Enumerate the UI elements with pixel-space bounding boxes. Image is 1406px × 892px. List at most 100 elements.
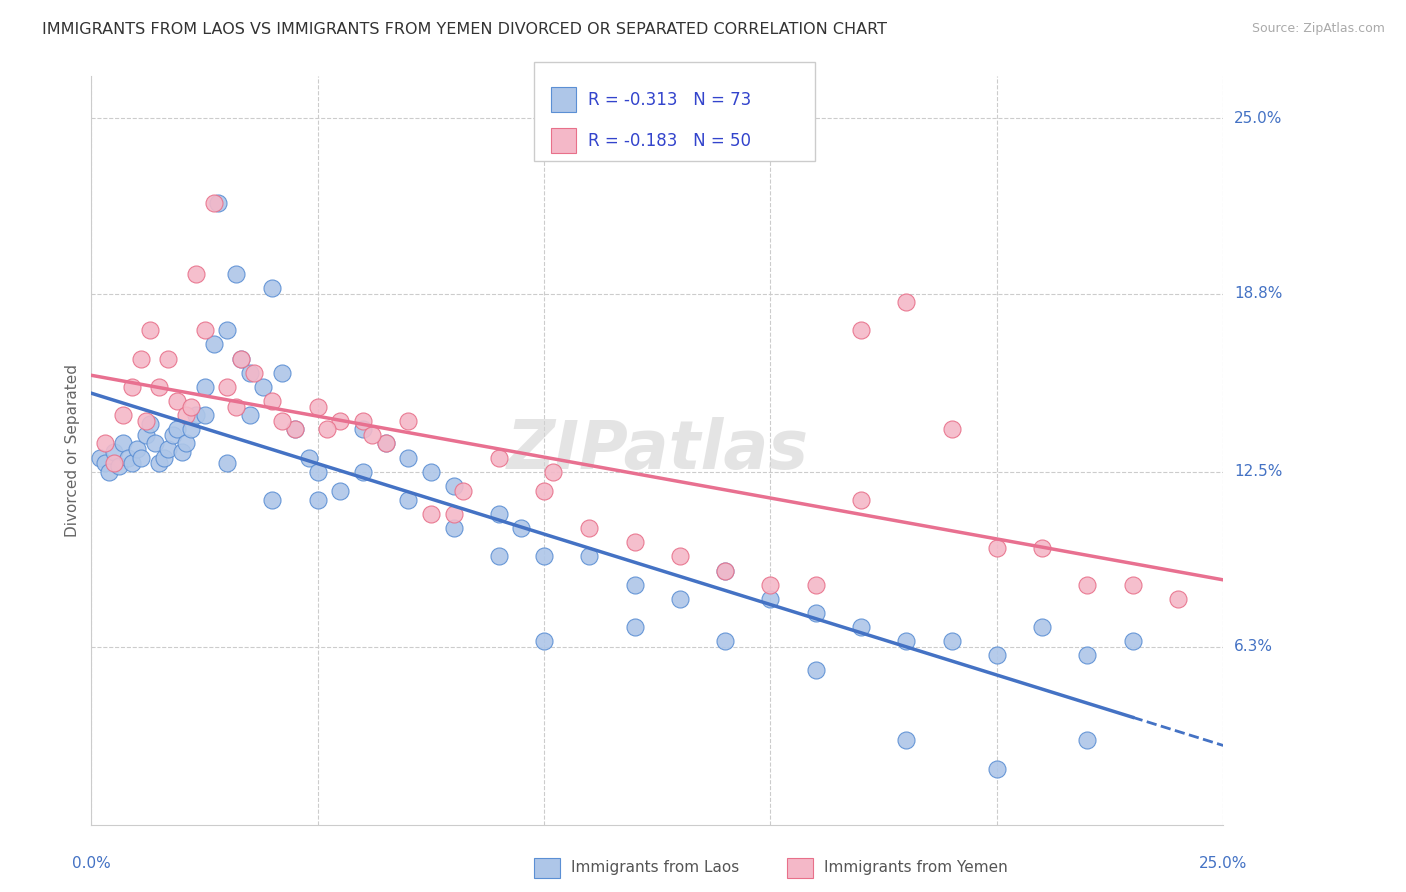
Point — [361, 428, 384, 442]
Point — [153, 450, 176, 465]
Point — [714, 564, 737, 578]
Text: 0.0%: 0.0% — [72, 855, 111, 871]
Point — [217, 380, 239, 394]
Point — [148, 380, 170, 394]
Point — [217, 456, 239, 470]
Text: IMMIGRANTS FROM LAOS VS IMMIGRANTS FROM YEMEN DIVORCED OR SEPARATED CORRELATION : IMMIGRANTS FROM LAOS VS IMMIGRANTS FROM … — [42, 22, 887, 37]
Text: 6.3%: 6.3% — [1234, 640, 1274, 655]
Point — [217, 323, 239, 337]
Point — [202, 196, 225, 211]
Point — [759, 578, 782, 592]
Point — [98, 465, 121, 479]
Point — [148, 456, 170, 470]
Point — [298, 450, 321, 465]
Point — [849, 620, 872, 634]
Point — [157, 442, 180, 456]
Point — [166, 394, 188, 409]
Text: Immigrants from Laos: Immigrants from Laos — [571, 861, 740, 875]
Point — [121, 456, 143, 470]
Text: 25.0%: 25.0% — [1234, 111, 1282, 126]
Point — [623, 535, 645, 549]
Point — [112, 436, 135, 450]
Point — [896, 295, 918, 310]
Point — [184, 267, 207, 281]
Point — [166, 422, 188, 436]
Point — [239, 366, 262, 380]
Text: R = -0.313   N = 73: R = -0.313 N = 73 — [588, 91, 751, 109]
Text: Immigrants from Yemen: Immigrants from Yemen — [824, 861, 1008, 875]
Point — [180, 400, 202, 414]
Point — [669, 549, 692, 564]
Point — [352, 414, 374, 428]
Point — [941, 634, 963, 648]
Point — [1076, 733, 1098, 747]
Point — [1031, 541, 1053, 555]
Point — [157, 351, 180, 366]
Point — [125, 442, 148, 456]
Point — [714, 634, 737, 648]
Point — [94, 436, 117, 450]
Point — [986, 541, 1008, 555]
Point — [103, 456, 125, 470]
Point — [578, 521, 600, 535]
Point — [488, 450, 510, 465]
Point — [329, 484, 352, 499]
Point — [262, 394, 284, 409]
Point — [225, 267, 247, 281]
Point — [374, 436, 396, 450]
Point — [176, 436, 198, 450]
Point — [202, 337, 225, 351]
Point — [107, 458, 129, 473]
Point — [533, 484, 555, 499]
Point — [307, 465, 329, 479]
Point — [329, 414, 352, 428]
Point — [1167, 591, 1189, 606]
Point — [451, 484, 474, 499]
Point — [541, 465, 564, 479]
Point — [229, 351, 252, 366]
Point — [121, 380, 143, 394]
Point — [396, 450, 419, 465]
Point — [1076, 578, 1098, 592]
Point — [307, 400, 329, 414]
Point — [162, 428, 184, 442]
Point — [170, 445, 193, 459]
Point — [759, 591, 782, 606]
Point — [262, 281, 284, 295]
Point — [284, 422, 307, 436]
Point — [307, 492, 329, 507]
Point — [315, 422, 337, 436]
Point — [1122, 634, 1144, 648]
Point — [396, 492, 419, 507]
Point — [94, 456, 117, 470]
Point — [112, 408, 135, 422]
Point — [849, 323, 872, 337]
Point — [352, 422, 374, 436]
Point — [135, 428, 157, 442]
Point — [117, 450, 139, 465]
Point — [578, 549, 600, 564]
Point — [443, 507, 465, 521]
Point — [229, 351, 252, 366]
Text: Source: ZipAtlas.com: Source: ZipAtlas.com — [1251, 22, 1385, 36]
Point — [488, 549, 510, 564]
Point — [89, 450, 111, 465]
Point — [1031, 620, 1053, 634]
Point — [352, 465, 374, 479]
Point — [193, 323, 217, 337]
Text: ZIPatlas: ZIPatlas — [506, 417, 808, 483]
Point — [488, 507, 510, 521]
Point — [139, 323, 162, 337]
Point — [804, 606, 827, 620]
Point — [623, 620, 645, 634]
Text: 12.5%: 12.5% — [1234, 464, 1282, 479]
Point — [1076, 648, 1098, 663]
Point — [207, 196, 229, 211]
Point — [510, 521, 533, 535]
Point — [270, 366, 292, 380]
Point — [270, 414, 292, 428]
Text: 18.8%: 18.8% — [1234, 286, 1282, 301]
Point — [623, 578, 645, 592]
Point — [225, 400, 247, 414]
Point — [941, 422, 963, 436]
